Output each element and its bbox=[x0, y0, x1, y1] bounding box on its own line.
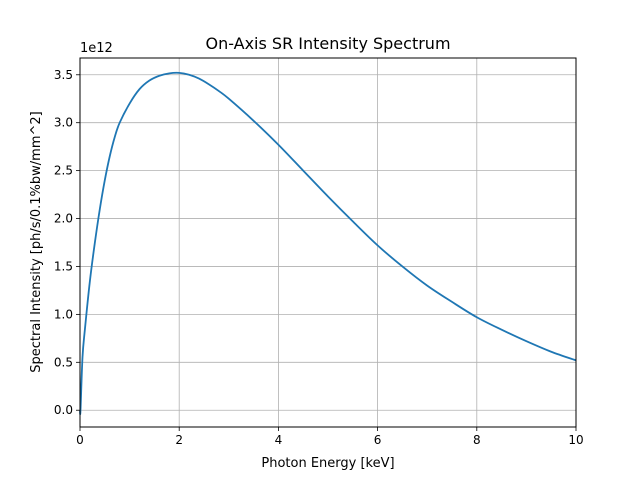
y-tick-label: 1.5 bbox=[54, 259, 73, 273]
y-offset-label: 1e12 bbox=[80, 41, 113, 56]
x-tick-label: 4 bbox=[275, 433, 283, 447]
series-line bbox=[79, 71, 577, 415]
y-tick-label: 1.0 bbox=[54, 307, 73, 321]
y-tick-label: 2.0 bbox=[54, 212, 73, 226]
series-layer bbox=[79, 71, 577, 415]
y-tick-label: 0.0 bbox=[54, 403, 73, 417]
plot-frame bbox=[79, 57, 577, 428]
y-tick-label: 0.5 bbox=[54, 355, 73, 369]
tick-layer: 0 2 4 6 8 10 0.0 0.5 1.0 1.5 2.0 2.5 3.0 3.5 bbox=[54, 68, 584, 447]
x-tick-label: 8 bbox=[473, 433, 481, 447]
x-tick-label: 0 bbox=[76, 433, 84, 447]
x-axis-label: Photon Energy [keV] bbox=[261, 456, 394, 471]
y-tick-label: 3.5 bbox=[54, 68, 73, 82]
x-tick-label: 6 bbox=[374, 433, 382, 447]
y-tick-label: 3.0 bbox=[54, 116, 73, 130]
y-axis-label: Spectral Intensity [ph/s/0.1%bw/mm^2] bbox=[29, 111, 44, 372]
x-tick-label: 2 bbox=[175, 433, 183, 447]
x-tick-label: 10 bbox=[568, 433, 583, 447]
grid-layer bbox=[79, 58, 577, 427]
y-tick-label: 2.5 bbox=[54, 164, 73, 178]
chart-title: On-Axis SR Intensity Spectrum bbox=[205, 34, 450, 53]
